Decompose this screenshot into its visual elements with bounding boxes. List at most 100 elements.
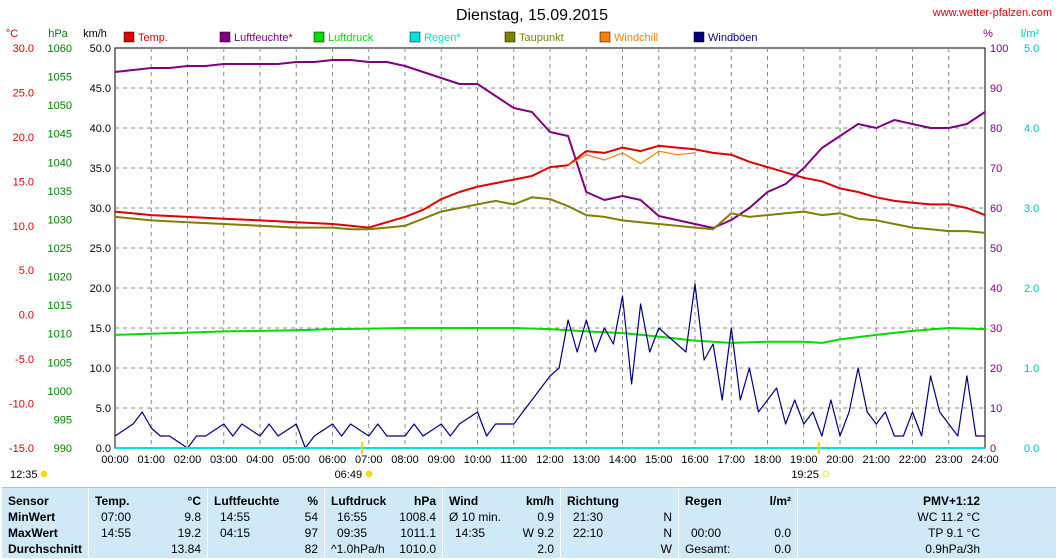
pressure-tick-label: 1040	[48, 157, 72, 169]
x-tick-label: 23:00	[935, 454, 963, 466]
header-pmv: PMV+1:12	[922, 494, 980, 508]
x-tick-label: 12:00	[536, 454, 564, 466]
temp-tick-label: 15.0	[13, 176, 34, 188]
rain-max-value: 0.0	[774, 526, 791, 540]
x-tick-label: 20:00	[826, 454, 854, 466]
min-humidity-value: 54	[304, 510, 318, 524]
humidity-unit-label: %	[983, 28, 993, 40]
rain-tick-label: 2.0	[1024, 283, 1039, 295]
header-wind-unit: km/h	[525, 494, 554, 508]
pmv-dewpoint: TP 9.1 °C	[928, 526, 980, 540]
legend-swatch	[123, 31, 135, 43]
series-layer	[114, 59, 986, 449]
pressure-tick-label: 1010	[48, 329, 72, 341]
col-rain: Regen l/m² 00:00 0.0 Gesamt: 0.0	[679, 488, 798, 558]
wind-avg-label: Ø 10 min.	[449, 510, 502, 524]
header-rain-unit: l/m²	[769, 494, 791, 508]
legend-label: Temp.	[138, 32, 168, 44]
rain-tick-label: 1.0	[1024, 363, 1039, 375]
legend-swatch	[409, 31, 421, 43]
humidity-tick-label: 30	[990, 323, 1002, 335]
col-pressure: Luftdruck hPa 16:55 1008.4 09:35 1011.1 …	[325, 488, 443, 558]
temp-tick-label: 10.0	[13, 221, 34, 233]
humidity-tick-label: 0	[990, 443, 996, 455]
avg-temp-value: 13.84	[170, 542, 201, 556]
pressure-tick-label: 1060	[48, 43, 72, 55]
x-tick-label: 13:00	[572, 454, 600, 466]
wind-unit-label: km/h	[83, 28, 107, 40]
min-humidity-time: 14:55	[220, 510, 251, 524]
wind-tick-label: 30.0	[90, 203, 111, 215]
min-temp-value: 9.8	[184, 510, 201, 524]
wind-min-value: 0.9	[537, 510, 554, 524]
x-tick-label: 16:00	[681, 454, 709, 466]
rain-total-value: 0.0	[774, 542, 791, 556]
wind-tick-label: 25.0	[90, 243, 111, 255]
pressure-tick-label: 1000	[48, 386, 72, 398]
x-tick-label: 09:00	[427, 454, 455, 466]
humidity-tick-label: 50	[990, 243, 1002, 255]
row-label-avg: Durchschnitt	[8, 542, 83, 556]
temp-tick-label: -10.0	[9, 399, 34, 411]
sun-time-label: 19:25	[791, 469, 819, 481]
website-label: www.wetter-pfalzen.com	[932, 7, 1052, 19]
col-humidity: Luftfeuchte % 14:55 54 04:15 97 82	[208, 488, 325, 558]
legend-swatch	[599, 31, 611, 43]
dir-min-value: N	[663, 510, 672, 524]
wind-tick-label: 40.0	[90, 123, 111, 135]
header-temp: Temp.	[95, 494, 130, 508]
pressure-tick-label: 1035	[48, 186, 72, 198]
legend-swatch	[219, 31, 231, 43]
series-line-temp	[114, 144, 986, 229]
humidity-tick-label: 80	[990, 123, 1002, 135]
header-temp-unit: °C	[187, 494, 201, 508]
row-label-max: MaxWert	[8, 526, 58, 540]
pressure-tick-label: 990	[54, 443, 72, 455]
humidity-tick-label: 10	[990, 403, 1002, 415]
legend-swatch	[693, 31, 705, 43]
x-tick-label: 11:00	[500, 454, 527, 466]
legend-label: Luftdruck	[328, 32, 374, 44]
wind-tick-label: 50.0	[90, 43, 111, 55]
header-direction: Richtung	[567, 494, 619, 508]
temp-tick-label: 5.0	[19, 265, 34, 277]
wind-tick-label: 45.0	[90, 83, 111, 95]
axes-layer: 00:00 01:00 02:00 03:00 04:00 05:00 06:00 07:00…	[6, 28, 1040, 481]
legend-label: Luftfeuchte*	[234, 32, 293, 44]
x-tick-label: 05:00	[282, 454, 310, 466]
humidity-tick-label: 40	[990, 283, 1002, 295]
pmv-windchill: WC 11.2 °C	[917, 510, 980, 524]
moon-time-label: 12:35	[10, 469, 38, 481]
grid-lines	[115, 48, 985, 448]
wind-tick-label: 10.0	[90, 363, 111, 375]
x-tick-label: 01:00	[137, 454, 165, 466]
weather-chart: 00:00 01:00 02:00 03:00 04:00 05:00 06:00 07:00…	[6, 7, 1052, 481]
moon-icon	[40, 470, 48, 478]
x-tick-label: 17:00	[717, 454, 745, 466]
temp-tick-label: -15.0	[9, 443, 34, 455]
pressure-tick-label: 1050	[48, 100, 72, 112]
x-tick-label: 19:00	[790, 454, 818, 466]
legend-label: Windböen	[708, 32, 758, 44]
col-direction: Richtung 21:30 N 22:10 N W	[561, 488, 679, 558]
temp-unit-label: °C	[6, 28, 18, 40]
x-tick-label: 06:00	[319, 454, 347, 466]
pressure-tick-label: 1055	[48, 72, 72, 84]
temp-tick-label: -5.0	[15, 354, 34, 366]
x-tick-label: 04:00	[246, 454, 274, 466]
humidity-tick-label: 70	[990, 163, 1002, 175]
rain-tick-label: 0.0	[1024, 443, 1039, 455]
x-tick-label: 02:00	[174, 454, 202, 466]
x-tick-label: 21:00	[862, 454, 890, 466]
pressure-trend: ^1.0hPa/h	[331, 542, 385, 556]
avg-pressure-value: 1010.0	[399, 542, 436, 556]
max-humidity-time: 04:15	[220, 526, 251, 540]
x-tick-label: 00:00	[101, 454, 129, 466]
x-tick-label: 07:00	[355, 454, 383, 466]
wind-max-value: W 9.2	[522, 526, 554, 540]
pressure-tick-label: 1045	[48, 129, 72, 141]
statistics-table: Sensor MinWert MaxWert Durchschnitt Temp…	[2, 487, 1056, 558]
pressure-unit-label: hPa	[48, 28, 68, 40]
rain-max-time: 00:00	[691, 526, 722, 540]
min-temp-time: 07:00	[101, 510, 132, 524]
